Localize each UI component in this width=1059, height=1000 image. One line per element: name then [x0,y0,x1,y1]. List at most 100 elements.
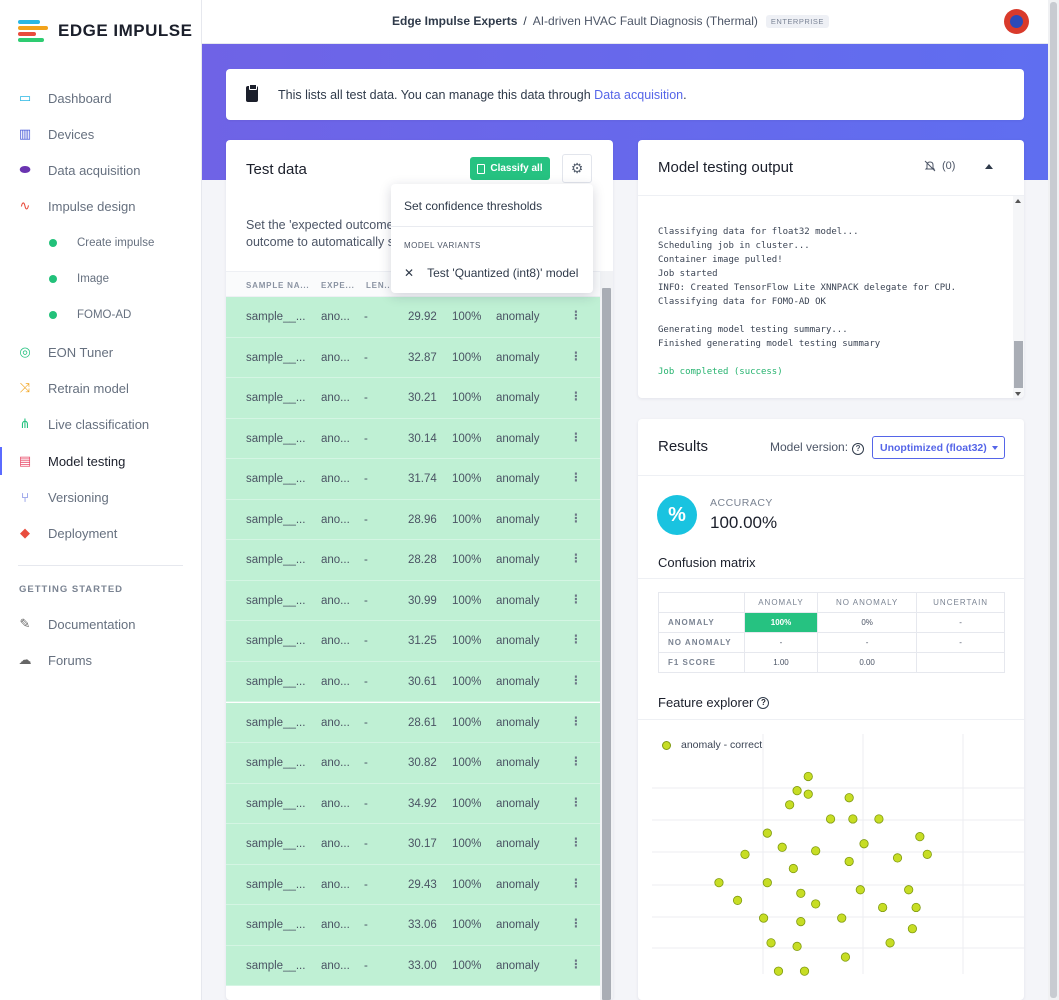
scatter-point[interactable] [904,885,914,895]
scatter-point[interactable] [732,895,743,905]
sidebar-item-dashboard[interactable]: ▭ Dashboard [0,80,201,116]
scatter-point[interactable] [878,902,888,913]
more-options-icon[interactable]: ⋮ [570,837,582,850]
scatter-point[interactable] [777,842,787,852]
data-acquisition-link[interactable]: Data acquisition [594,87,684,102]
sidebar-item-create-impulse[interactable]: Create impulse [0,225,201,261]
more-options-icon[interactable]: ⋮ [570,958,582,971]
user-avatar[interactable] [1004,9,1029,34]
scatter-point[interactable] [740,849,750,859]
scatter-point[interactable] [788,863,798,874]
more-options-icon[interactable]: ⋮ [570,350,582,363]
scatter-point[interactable] [759,913,769,923]
more-options-icon[interactable]: ⋮ [570,796,582,809]
table-row[interactable]: sample__... ano... - 29.92 100% anomaly ⋮ [226,297,600,338]
scatter-point[interactable] [885,938,895,948]
breadcrumb-owner[interactable]: Edge Impulse Experts [392,14,518,28]
scatter-point[interactable] [714,878,724,888]
more-options-icon[interactable]: ⋮ [570,877,582,890]
scatter-point[interactable] [762,828,772,838]
settings-button[interactable]: ⚙ [562,154,592,183]
table-scrollbar-thumb[interactable] [602,288,611,1000]
set-confidence-thresholds-item[interactable]: Set confidence thresholds [404,199,543,213]
table-row[interactable]: sample__... ano... - 30.61 100% anomaly ⋮ [226,661,600,703]
console-scrollbar[interactable] [1013,196,1024,398]
notifications-toggle[interactable]: (0) [924,160,955,172]
model-version-select[interactable]: Unoptimized (float32) [872,436,1005,459]
scatter-point[interactable] [874,814,884,824]
scatter-point[interactable] [922,849,932,859]
more-options-icon[interactable]: ⋮ [570,310,582,322]
more-options-icon[interactable]: ⋮ [570,512,582,525]
col-sample-name[interactable]: SAMPLE NA... [246,281,310,290]
page-scrollbar-thumb[interactable] [1050,2,1057,998]
sidebar-item-documentation[interactable]: ✎ Documentation [0,606,201,642]
more-options-icon[interactable]: ⋮ [570,756,582,769]
scatter-point[interactable] [837,913,847,923]
table-row[interactable]: sample__... ano... - 33.06 100% anomaly ⋮ [226,905,600,946]
more-options-icon[interactable]: ⋮ [570,431,582,444]
scatter-point[interactable] [825,814,836,824]
scatter-point[interactable] [892,853,903,863]
more-options-icon[interactable]: ⋮ [570,391,582,404]
sidebar-item-forums[interactable]: ☁ Forums [0,642,201,678]
sidebar-item-retrain-model[interactable]: ⤨ Retrain model [0,370,201,406]
breadcrumb-project[interactable]: AI-driven HVAC Fault Diagnosis (Thermal) [532,14,758,28]
scatter-point[interactable] [803,771,813,782]
more-options-icon[interactable]: ⋮ [570,472,582,485]
help-icon[interactable]: ? [852,443,865,455]
scatter-plot[interactable] [638,720,1024,1000]
col-expected[interactable]: EXPE... [321,281,355,290]
table-row[interactable]: sample__... ano... - 28.61 100% anomaly ⋮ [226,702,600,743]
table-row[interactable]: sample__... ano... - 30.14 100% anomaly ⋮ [226,418,600,460]
table-row[interactable]: sample__... ano... - 33.00 100% anomaly ⋮ [226,945,600,987]
table-row[interactable]: sample__... ano... - 32.87 100% anomaly ⋮ [226,337,600,379]
scatter-point[interactable] [785,800,795,810]
more-options-icon[interactable]: ⋮ [570,634,582,647]
test-quantized-model-item[interactable]: ✕ Test 'Quantized (int8)' model [404,266,579,280]
chart-legend[interactable]: anomaly - correct [662,739,762,751]
sidebar-item-live-classification[interactable]: ⋔ Live classification [0,406,201,442]
more-options-icon[interactable]: ⋮ [570,715,582,728]
table-row[interactable]: sample__... ano... - 30.82 100% anomaly ⋮ [226,743,600,784]
collapse-icon[interactable] [985,164,993,169]
sidebar-item-data-acquisition[interactable]: ⬬ Data acquisition [0,152,201,188]
scatter-point[interactable] [844,793,854,803]
scatter-point[interactable] [811,846,821,856]
sidebar-item-image[interactable]: Image [0,261,201,297]
page-scrollbar[interactable] [1048,0,1059,1000]
table-row[interactable]: sample__... ano... - 30.99 100% anomaly ⋮ [226,580,600,622]
scatter-point[interactable] [792,786,802,796]
more-options-icon[interactable]: ⋮ [570,918,582,931]
table-row[interactable]: sample__... ano... - 30.21 100% anomaly ⋮ [226,378,600,419]
scatter-point[interactable] [796,917,806,927]
scatter-point[interactable] [766,938,776,948]
feature-explorer-plot[interactable]: anomaly - correct [638,719,1024,1000]
table-row[interactable]: sample__... ano... - 31.25 100% anomaly ⋮ [226,621,600,662]
scatter-point[interactable] [796,888,806,898]
table-row[interactable]: sample__... ano... - 28.96 100% anomaly ⋮ [226,499,600,541]
scatter-point[interactable] [844,856,854,867]
scatter-point[interactable] [792,941,802,951]
table-row[interactable]: sample__... ano... - 28.28 100% anomaly ⋮ [226,540,600,581]
more-options-icon[interactable]: ⋮ [570,593,582,606]
help-icon[interactable]: ? [757,696,770,709]
sidebar-item-fomo-ad[interactable]: FOMO-AD [0,297,201,333]
scatter-point[interactable] [762,878,772,888]
scroll-down-icon[interactable] [1015,392,1021,396]
scatter-point[interactable] [907,924,917,934]
scatter-point[interactable] [840,952,851,962]
col-length[interactable]: LEN... [366,281,394,290]
sidebar-item-eon-tuner[interactable]: ◎ EON Tuner [0,334,201,370]
edge-impulse-logo[interactable]: EDGE IMPULSE [18,20,192,42]
console-scrollbar-thumb[interactable] [1014,341,1023,388]
table-row[interactable]: sample__... ano... - 29.43 100% anomaly ⋮ [226,864,600,906]
sidebar-item-devices[interactable]: ▥ Devices [0,116,201,152]
scatter-point[interactable] [911,902,921,913]
scatter-point[interactable] [799,966,810,976]
scatter-point[interactable] [859,839,869,849]
table-row[interactable]: sample__... ano... - 30.17 100% anomaly ⋮ [226,824,600,865]
scatter-point[interactable] [915,832,925,842]
more-options-icon[interactable]: ⋮ [570,553,582,566]
sidebar-item-model-testing[interactable]: ▤ Model testing [0,443,201,479]
